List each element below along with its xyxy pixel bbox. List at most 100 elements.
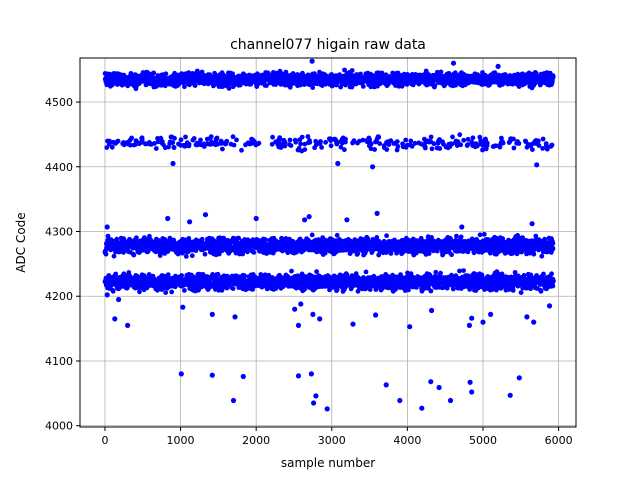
data-point [323,139,328,145]
data-point [484,140,490,146]
data-point [172,135,177,141]
data-point [262,237,268,242]
data-point [298,82,303,88]
data-point [151,70,157,76]
data-point [234,137,239,143]
data-point [395,70,401,76]
data-point [115,138,121,144]
data-point [536,138,541,144]
data-point [103,251,109,257]
data-point [270,134,275,140]
data-point [191,136,197,141]
data-point [540,136,546,142]
data-point [334,287,340,293]
chart-title: channel077 higain raw data [230,37,426,53]
data-point [169,289,175,295]
data-point [358,71,363,77]
data-point [432,83,438,88]
data-point [186,141,192,147]
data-point [343,136,348,142]
data-point [289,268,294,274]
data-point [310,85,316,90]
data-point [109,144,115,150]
data-point [314,269,319,274]
data-point [110,288,116,294]
data-point [226,86,232,91]
data-point [199,236,205,242]
data-point [431,141,437,147]
data-point [239,147,244,153]
data-point [376,134,382,140]
data-point [438,69,444,75]
data-point [349,68,355,73]
data-point [500,140,506,146]
data-point [302,147,308,153]
data-point [139,137,145,143]
data-point [287,84,293,90]
gridlines [80,58,576,427]
data-point [179,273,185,278]
data-point [298,141,303,147]
data-point [342,67,347,73]
data-point [481,231,487,237]
data-point [287,137,293,143]
data-point [477,232,483,238]
data-point [437,146,443,151]
data-point [182,288,187,293]
data-point [428,134,434,140]
data-point [282,140,288,145]
data-point [334,232,340,238]
data-point [202,251,208,257]
data-point [163,290,169,295]
data-point [178,137,184,143]
data-point [189,253,195,259]
data-point [318,139,323,144]
data-point [302,286,307,292]
data-point [372,147,377,152]
data-point [288,143,294,149]
data-point [182,84,187,90]
data-point [395,144,401,149]
data-point [293,139,299,145]
data-point [230,286,236,291]
data-points [102,58,556,412]
data-point [230,71,236,77]
data-point [429,146,435,152]
data-point [328,143,334,149]
data-point [363,269,369,275]
data-point [256,140,262,146]
data-point [550,241,556,246]
data-point [153,146,159,151]
data-point [458,234,464,240]
data-point [307,139,313,145]
data-point [384,147,390,152]
data-point [131,252,137,258]
data-point [198,137,203,143]
data-point [550,245,556,251]
data-point [283,69,289,75]
data-point [530,147,535,153]
data-point [170,140,176,146]
data-point [536,143,542,148]
data-point [224,138,230,144]
data-point [299,134,305,140]
data-point [454,233,459,239]
data-point [183,254,189,259]
data-point [449,252,454,258]
data-point [360,84,366,89]
data-point [319,145,324,150]
data-point [199,69,205,75]
data-point [549,142,555,148]
data-point [129,135,135,141]
data-point [403,137,409,143]
data-point [183,134,188,140]
data-point [422,145,428,151]
data-point [458,142,464,148]
data-point [342,147,347,153]
data-point [113,271,119,277]
data-point [231,142,237,148]
data-point [368,141,374,147]
data-point [171,145,177,151]
data-point [163,71,169,77]
